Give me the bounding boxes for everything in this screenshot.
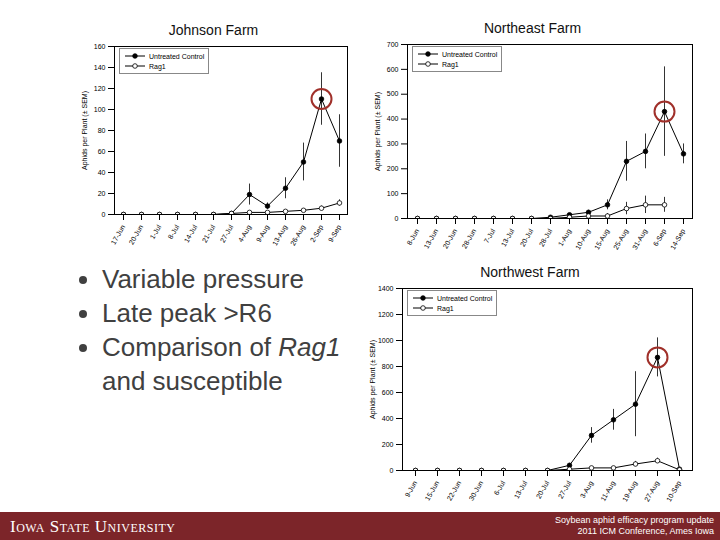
svg-text:1-Aug: 1-Aug [557, 228, 573, 248]
html-text:Northwest Farm: Northwest Farm [480, 264, 580, 280]
svg-text:20-Jul: 20-Jul [535, 479, 551, 499]
svg-text:13-Jul: 13-Jul [513, 479, 529, 499]
svg-text:9-Aug: 9-Aug [255, 224, 271, 244]
svg-text:13-Jul: 13-Jul [500, 227, 516, 247]
svg-text:25-Aug: 25-Aug [612, 228, 630, 252]
svg-text:Aphids per Plant (± SEM): Aphids per Plant (± SEM) [369, 340, 377, 419]
svg-text:17-Jun: 17-Jun [110, 224, 127, 246]
html-text:Northeast Farm: Northeast Farm [483, 20, 582, 36]
svg-text:3-Aug: 3-Aug [579, 480, 595, 500]
svg-text:11-Aug: 11-Aug [599, 480, 617, 503]
html-text:Soybean aphid efficacy program: Soybean aphid efficacy program update [555, 515, 714, 525]
svg-text:14-Jul: 14-Jul [183, 223, 199, 243]
svg-text:20-Jul: 20-Jul [519, 227, 535, 247]
svg-text:100: 100 [387, 190, 399, 197]
html-text:Comparison of Rag1: Comparison of Rag1 [102, 332, 341, 362]
html-text:2011 ICM Conference, Ames Iowa: 2011 ICM Conference, Ames Iowa [577, 526, 714, 536]
svg-text:6-Sep: 6-Sep [652, 228, 668, 248]
html-text:Johnson Farm: Johnson Farm [168, 22, 259, 38]
svg-text:700: 700 [387, 41, 399, 48]
svg-text:1200: 1200 [378, 311, 394, 318]
svg-text:28-Jun: 28-Jun [461, 228, 478, 250]
svg-text:0: 0 [395, 215, 399, 222]
svg-text:0: 0 [390, 467, 394, 474]
html-text:Late peak >R6: Late peak >R6 [102, 298, 272, 328]
svg-text:7-Jul: 7-Jul [483, 227, 497, 244]
svg-text:300: 300 [387, 140, 399, 147]
svg-text:15-Jun: 15-Jun [424, 480, 441, 502]
html-text:Untreated Control: Untreated Control [442, 50, 498, 58]
svg-text:60: 60 [98, 148, 106, 155]
svg-text:120: 120 [94, 85, 106, 92]
svg-text:6-Jul: 6-Jul [493, 479, 507, 496]
svg-text:13-Jun: 13-Jun [423, 228, 440, 250]
svg-text:27-Aug: 27-Aug [643, 480, 661, 504]
svg-text:15-Aug: 15-Aug [593, 228, 611, 252]
svg-text:600: 600 [382, 389, 394, 396]
svg-text:140: 140 [94, 64, 106, 71]
svg-text:10-Aug: 10-Aug [574, 228, 592, 252]
svg-text:2-Sep: 2-Sep [309, 224, 325, 244]
svg-text:26-Aug: 26-Aug [289, 224, 307, 248]
svg-text:8-Jul: 8-Jul [167, 223, 181, 240]
svg-text:800: 800 [382, 363, 394, 370]
svg-text:40: 40 [98, 169, 106, 176]
svg-text:21-Jul: 21-Jul [201, 223, 217, 243]
svg-text:28-Jul: 28-Jul [538, 227, 554, 247]
svg-text:1000: 1000 [378, 337, 394, 344]
svg-text:160: 160 [94, 43, 106, 50]
svg-text:10-Sep: 10-Sep [665, 480, 683, 504]
svg-text:30-Jun: 30-Jun [468, 480, 485, 502]
svg-text:Aphids per Plant (± SEM): Aphids per Plant (± SEM) [374, 92, 382, 171]
svg-text:20: 20 [98, 190, 106, 197]
html-text:Rag1: Rag1 [442, 60, 459, 68]
html-text:and susceptible: and susceptible [102, 366, 283, 396]
svg-text:80: 80 [98, 127, 106, 134]
svg-text:22-Jun: 22-Jun [446, 480, 463, 502]
svg-text:13-Aug: 13-Aug [271, 224, 289, 248]
html-text:Untreated Control: Untreated Control [149, 52, 205, 60]
svg-text:19-Aug: 19-Aug [621, 480, 639, 504]
svg-text:14-Sep: 14-Sep [669, 228, 687, 252]
svg-text:9-Jun: 9-Jun [403, 480, 418, 499]
svg-text:600: 600 [387, 66, 399, 73]
html-text:Iowa State University: Iowa State University [10, 517, 176, 536]
svg-text:20-Jun: 20-Jun [128, 224, 145, 246]
svg-text:8-Jun: 8-Jun [405, 228, 420, 247]
svg-text:Aphids per Plant (± SEM): Aphids per Plant (± SEM) [81, 91, 89, 170]
svg-text:500: 500 [387, 90, 399, 97]
svg-text:200: 200 [382, 441, 394, 448]
html-text:Variable pressure: Variable pressure [102, 264, 304, 294]
html-text:Rag1: Rag1 [149, 62, 166, 70]
svg-text:1400: 1400 [378, 285, 394, 292]
svg-text:27-Jul: 27-Jul [557, 479, 573, 499]
svg-text:31-Aug: 31-Aug [631, 228, 649, 252]
svg-text:400: 400 [382, 415, 394, 422]
svg-text:200: 200 [387, 165, 399, 172]
html-text:Untreated Control: Untreated Control [437, 294, 493, 302]
svg-text:4-Aug: 4-Aug [237, 224, 253, 244]
svg-text:100: 100 [94, 106, 106, 113]
html-text:Rag1: Rag1 [437, 304, 454, 312]
svg-text:400: 400 [387, 115, 399, 122]
svg-text:27-Jul: 27-Jul [219, 223, 235, 243]
svg-text:20-Jun: 20-Jun [442, 228, 459, 250]
svg-text:0: 0 [102, 211, 106, 218]
svg-text:1-Jul: 1-Jul [149, 223, 163, 240]
svg-text:9-Sep: 9-Sep [327, 224, 343, 244]
